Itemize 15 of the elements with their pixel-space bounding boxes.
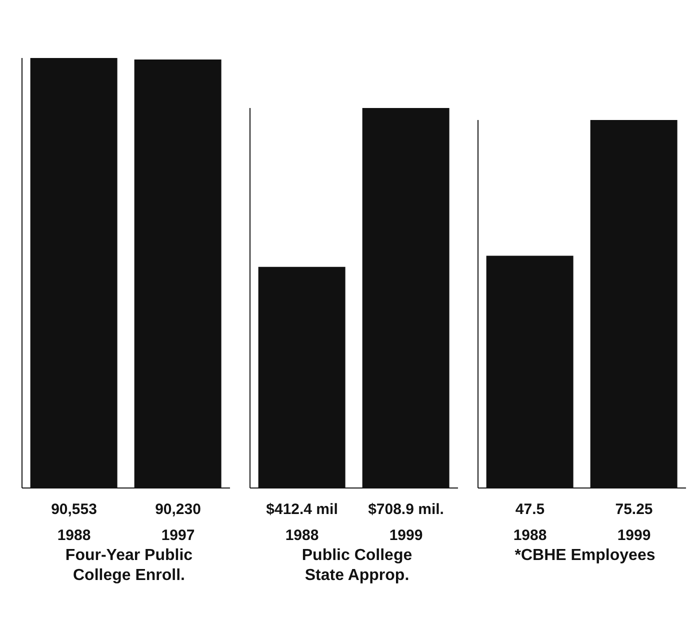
x-tick-label: 1999 bbox=[617, 527, 651, 544]
x-tick-label: 1999 bbox=[389, 527, 423, 544]
x-tick-label: 1988 bbox=[57, 527, 91, 544]
data-label: $708.9 mil. bbox=[368, 501, 444, 518]
x-axis-title: *CBHE Employees bbox=[514, 546, 656, 566]
x-axis-title: Public College State Approp. bbox=[302, 546, 412, 586]
x-tick-label: 1997 bbox=[161, 527, 195, 544]
data-label: $412.4 mil bbox=[266, 501, 338, 518]
x-tick-label: 1988 bbox=[513, 527, 547, 544]
data-label: 47.5 bbox=[515, 501, 545, 518]
data-label: 75.25 bbox=[615, 501, 653, 518]
x-axis-title: Four-Year Public College Enroll. bbox=[65, 546, 193, 586]
x-tick-label: 1988 bbox=[285, 527, 319, 544]
data-label: 90,553 bbox=[51, 501, 97, 518]
data-label: 90,230 bbox=[155, 501, 201, 518]
